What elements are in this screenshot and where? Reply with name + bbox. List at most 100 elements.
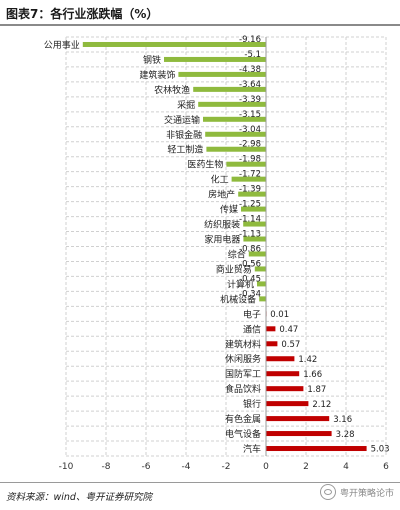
category-label-21: 休闲服务 (225, 353, 261, 365)
category-label-19: 通信 (243, 323, 261, 335)
category-label-10: 房地产 (208, 189, 235, 201)
value-label-16: -0.45 (239, 274, 261, 284)
bar-3 (193, 86, 266, 92)
watermark: 粤开策略论市 (319, 484, 394, 500)
bar-22 (266, 371, 300, 377)
value-label-24: 2.12 (312, 400, 331, 410)
value-label-23: 1.87 (307, 385, 326, 395)
category-label-14: 综合 (228, 248, 246, 260)
category-label-15: 商业贸易 (216, 263, 252, 275)
category-label-0: 公用事业 (44, 39, 80, 51)
value-label-10: -1.39 (239, 185, 261, 195)
value-label-25: 3.16 (333, 415, 352, 425)
category-label-2: 建筑装饰 (139, 69, 175, 81)
bar-0 (82, 41, 266, 47)
category-label-24: 银行 (243, 398, 261, 410)
bar-19 (266, 326, 276, 332)
value-label-21: 1.42 (298, 355, 317, 365)
value-label-4: -3.39 (239, 95, 261, 105)
bar-2 (178, 71, 266, 77)
bar-6 (205, 131, 266, 137)
category-label-18: 电子 (243, 308, 261, 320)
footer-divider (0, 482, 400, 483)
value-label-2: -4.38 (239, 65, 261, 75)
bar-4 (198, 101, 266, 107)
category-label-9: 化工 (211, 174, 229, 186)
category-label-13: 家用电器 (204, 234, 240, 246)
x-tick-label-6: 2 (303, 462, 309, 472)
category-label-11: 传媒 (220, 204, 238, 216)
bar-20 (266, 341, 278, 347)
bar-23 (266, 386, 304, 392)
value-label-20: 0.57 (281, 340, 300, 350)
category-label-4: 采掘 (177, 99, 195, 111)
bar-5 (203, 116, 266, 122)
bar-9 (231, 176, 266, 182)
category-label-17: 机械设备 (220, 293, 256, 305)
bar-14 (248, 251, 266, 257)
value-label-14: -0.86 (239, 244, 261, 254)
value-label-15: -0.56 (239, 259, 261, 269)
bar-17 (259, 296, 266, 302)
category-label-5: 交通运输 (164, 114, 200, 126)
category-label-27: 汽车 (243, 443, 261, 455)
x-tick-label-0: -10 (59, 462, 74, 472)
category-label-23: 食品饮料 (225, 383, 261, 395)
watermark-text: 粤开策略论市 (339, 488, 394, 499)
value-label-18: 0.01 (270, 310, 289, 320)
category-label-3: 农林牧渔 (154, 84, 190, 96)
value-label-12: -1.14 (239, 215, 261, 225)
bar-8 (226, 161, 266, 167)
bar-25 (266, 416, 330, 422)
bar-10 (238, 191, 266, 197)
category-label-25: 有色金属 (225, 413, 261, 425)
wechat-icon (319, 484, 336, 500)
x-tick-label-4: -2 (222, 462, 231, 472)
value-label-19: 0.47 (279, 325, 298, 335)
category-label-26: 电气设备 (225, 428, 261, 440)
x-tick-label-2: -6 (142, 462, 151, 472)
category-label-7: 轻工制造 (167, 144, 203, 156)
value-label-5: -3.15 (239, 110, 261, 120)
category-label-8: 医药生物 (187, 159, 223, 171)
value-label-22: 1.66 (303, 370, 322, 380)
category-label-20: 建筑材料 (225, 338, 261, 350)
value-label-27: 5.03 (371, 445, 390, 455)
value-label-9: -1.72 (239, 170, 261, 180)
x-tick-label-3: -4 (182, 462, 191, 472)
bar-21 (266, 356, 295, 362)
value-label-13: -1.13 (239, 230, 261, 240)
bar-12 (243, 221, 266, 227)
x-tick-label-5: 0 (263, 462, 269, 472)
bar-13 (243, 236, 266, 242)
value-label-1: -5.1 (244, 50, 261, 60)
category-label-12: 纺织服装 (204, 219, 240, 231)
category-label-1: 钢铁 (143, 54, 161, 66)
value-label-3: -3.64 (239, 80, 261, 90)
title-bar: 图表7：各行业涨跌幅（%） (0, 0, 400, 26)
x-tick-label-1: -8 (102, 462, 111, 472)
bar-11 (241, 206, 266, 212)
x-tick-label-8: 6 (383, 462, 389, 472)
value-label-11: -1.25 (239, 200, 261, 210)
category-label-22: 国防军工 (225, 368, 261, 380)
bar-15 (254, 266, 266, 272)
category-label-6: 非银金融 (166, 129, 202, 141)
bar-chart: 公用事业 -9.16 钢铁 -5.1 建筑装饰 -4.38 农林牧渔 -3.64 采掘 -3.39… (44, 35, 390, 472)
bar-26 (266, 431, 332, 437)
bar-27 (266, 446, 367, 452)
source-note: 资料来源：wind、粤开证券研究院 (6, 492, 152, 503)
value-label-6: -3.04 (239, 125, 261, 135)
value-label-8: -1.98 (239, 155, 261, 165)
bar-24 (266, 401, 309, 407)
bar-1 (164, 56, 266, 62)
chart-title: 图表7：各行业涨跌幅（%） (6, 7, 159, 21)
value-label-17: -0.34 (239, 289, 261, 299)
value-label-7: -2.98 (239, 140, 261, 150)
bar-7 (206, 146, 266, 152)
value-label-0: -9.16 (239, 35, 261, 45)
x-tick-label-7: 4 (343, 462, 349, 472)
bar-16 (257, 281, 266, 287)
value-label-26: 3.28 (336, 430, 355, 440)
title-divider (0, 24, 400, 26)
